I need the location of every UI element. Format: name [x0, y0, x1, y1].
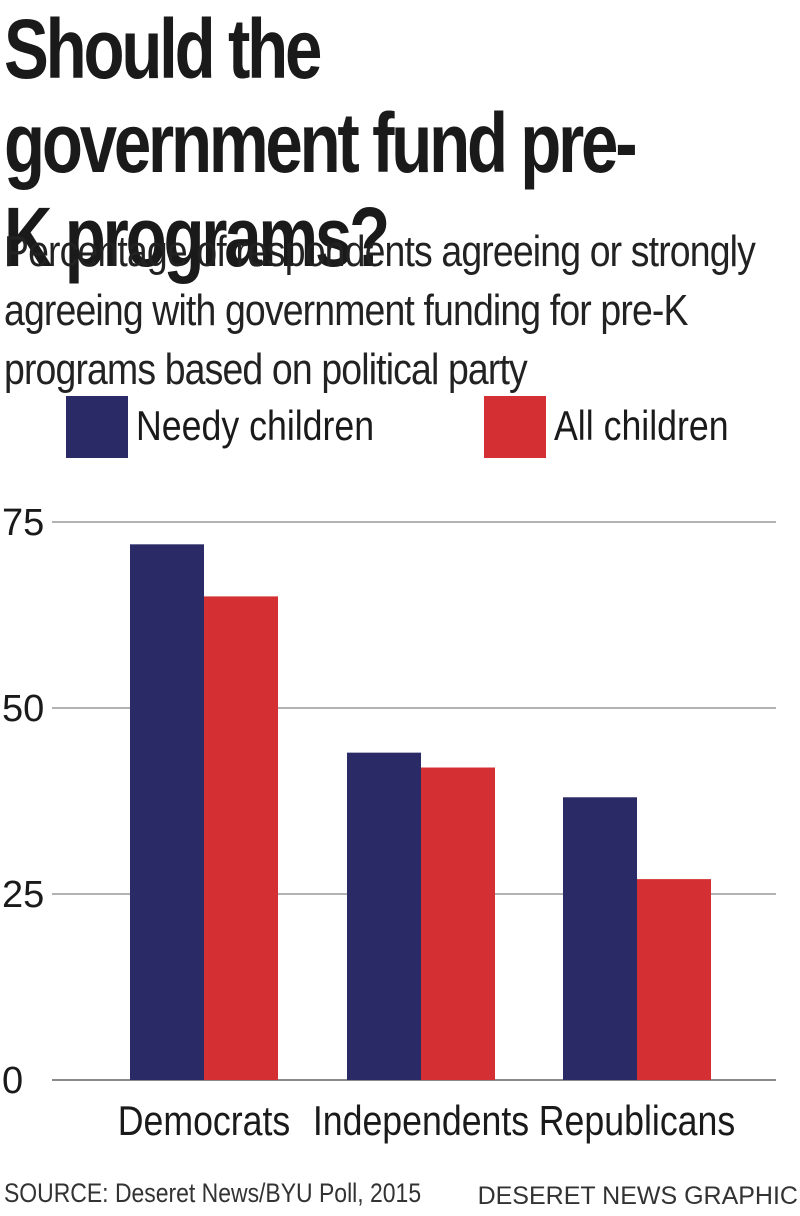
- bar-chart: 0 25 50 75 Democrats Independents Republicans: [2, 502, 776, 1145]
- bar-democrats-needy-children: [130, 544, 204, 1080]
- x-category-label: Republicans: [539, 1098, 735, 1144]
- legend-swatch-all-children: [484, 396, 546, 458]
- y-tick-label: 25: [2, 874, 44, 916]
- y-tick-label: 75: [2, 502, 44, 544]
- legend-swatch-needy-children: [66, 396, 128, 458]
- source-note: SOURCE: Deseret News/BYU Poll, 2015: [4, 1178, 422, 1208]
- x-category-label: Independents: [313, 1098, 529, 1144]
- y-tick-label: 50: [2, 688, 44, 730]
- bar-independents-needy-children: [347, 752, 421, 1080]
- legend-label-all-children: All children: [554, 402, 729, 449]
- bar-democrats-all-children: [204, 596, 278, 1080]
- chart-title: Should the government fund pre-K program…: [4, 2, 638, 284]
- legend: Needy children All children: [0, 396, 800, 460]
- bar-republicans-needy-children: [563, 797, 637, 1080]
- legend-label-needy-children: Needy children: [136, 402, 375, 449]
- x-category-label: Democrats: [118, 1098, 291, 1144]
- y-tick-label: 0: [2, 1060, 23, 1102]
- chart-subtitle: Percentage of respondents agreeing or st…: [4, 227, 756, 394]
- bar-republicans-all-children: [637, 879, 711, 1080]
- bar-independents-all-children: [421, 767, 495, 1080]
- graphic-credit: DESERET NEWS GRAPHIC: [477, 1182, 798, 1210]
